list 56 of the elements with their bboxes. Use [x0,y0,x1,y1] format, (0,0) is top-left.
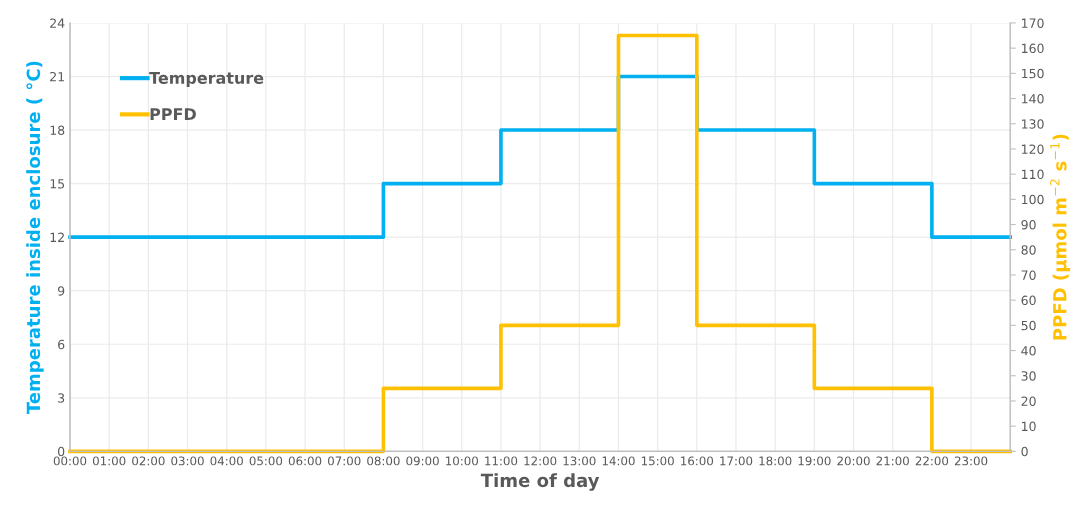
y2-tick-label: 170 [1022,18,1044,28]
x-tick-label: 02:00 [132,456,165,466]
x-tick-label: 17:00 [720,456,753,466]
x-axis-title: Time of day [480,473,600,491]
y-tick-label: 21 [50,71,64,82]
x-tick-label: 11:00 [485,456,518,466]
x-tick-label: 03:00 [171,456,204,466]
x-tick-label: 22:00 [915,456,949,466]
x-tick-label: 12:00 [524,456,557,466]
x-tick-label: 06:00 [288,456,322,466]
x-tick-label: 13:00 [563,456,596,466]
y-tick-label: 9 [57,286,65,296]
y2-tick-label: 60 [1021,295,1036,306]
x-tick-label: 04:00 [210,456,243,466]
y2-tick-label: 160 [1022,43,1044,54]
x-tick-label: 10:00 [446,456,478,466]
legend-label: PPFD [150,108,196,120]
y2-tick-label: 100 [1022,194,1044,205]
x-tick-label: 08:00 [367,456,400,466]
y-tick-label: 6 [58,339,65,350]
y-axis-title: Temperature inside enclosure ( °C) [26,61,44,415]
x-tick-label: 01:00 [92,456,126,466]
legend-label: Temperature [149,72,264,88]
y2-tick-label: 10 [1022,421,1036,432]
y-tick-label: 0 [58,446,65,457]
y2-tick-label: 140 [1022,94,1044,104]
y2-tick-label: 70 [1021,270,1036,280]
y-tick-label: 24 [50,18,65,28]
x-tick-label: 05:00 [249,456,283,466]
x-tick-label: 23:00 [954,456,988,466]
y2-tick-label: 50 [1021,320,1036,331]
y-tick-label: 12 [50,232,64,242]
y2-tick-label: 30 [1021,371,1036,381]
y2-tick-label: 0 [1021,446,1028,457]
x-tick-label: 21:00 [876,456,909,466]
y2-tick-label: 150 [1022,68,1044,79]
x-tick-label: 14:00 [602,456,635,466]
x-tick-label: 16:00 [681,456,714,466]
x-tick-label: 20:00 [837,456,870,466]
x-tick-label: 09:00 [406,456,439,466]
x-tick-label: 15:00 [641,456,674,466]
y2-tick-label: 90 [1021,220,1036,230]
y-tick-label: 15 [50,179,65,189]
x-tick-label: 07:00 [328,456,361,466]
y2-axis-title: PPFD (µmol m$^{−2}$ s$^{−1}$) [1050,134,1071,340]
y-tick-label: 3 [58,393,65,403]
x-tick-label: 18:00 [759,456,792,466]
y2-tick-label: 80 [1021,245,1036,255]
y2-tick-label: 20 [1021,396,1036,406]
y2-tick-label: 130 [1022,119,1044,129]
y-tick-label: 18 [50,125,65,135]
y2-tick-label: 110 [1022,169,1044,180]
y2-tick-label: 120 [1022,144,1044,154]
x-tick-label: 19:00 [798,456,831,466]
y2-tick-label: 40 [1021,346,1036,356]
x-tick-label: 00:00 [53,456,87,466]
